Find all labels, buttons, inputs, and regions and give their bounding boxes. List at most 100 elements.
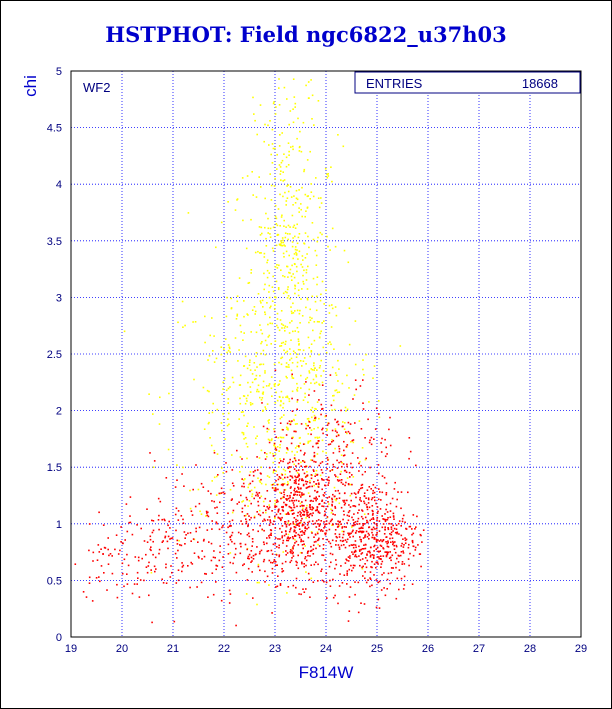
- data-point: [324, 167, 327, 170]
- data-point: [392, 515, 395, 517]
- data-point: [222, 413, 224, 415]
- data-point: [415, 526, 417, 528]
- data-point: [353, 394, 356, 396]
- data-point: [320, 529, 323, 531]
- data-point: [258, 552, 261, 555]
- x-tick-label: 19: [65, 643, 77, 655]
- data-point: [288, 420, 291, 422]
- data-point: [299, 349, 301, 351]
- data-point: [373, 538, 376, 540]
- data-point: [343, 428, 346, 430]
- data-point: [359, 559, 362, 561]
- data-point: [290, 527, 292, 529]
- data-point: [359, 536, 361, 538]
- data-point: [346, 583, 348, 585]
- data-point: [248, 364, 251, 366]
- data-point: [214, 507, 216, 509]
- data-point: [317, 100, 320, 102]
- data-point: [296, 519, 299, 522]
- data-point: [243, 515, 246, 517]
- data-point: [388, 557, 391, 559]
- data-point: [257, 384, 260, 387]
- data-point: [306, 471, 308, 473]
- data-point: [270, 387, 273, 390]
- data-point: [182, 326, 184, 328]
- data-point: [241, 511, 244, 513]
- data-point: [215, 494, 218, 496]
- data-point: [129, 521, 132, 524]
- data-point: [326, 428, 328, 430]
- data-point: [242, 564, 244, 567]
- data-point: [281, 474, 284, 476]
- data-point: [280, 342, 283, 344]
- data-point: [412, 514, 415, 516]
- plot-border: [70, 70, 582, 638]
- data-point: [225, 462, 227, 464]
- data-point: [274, 204, 277, 207]
- data-point: [252, 471, 255, 473]
- data-point: [331, 227, 334, 230]
- data-point: [414, 528, 416, 530]
- data-point: [348, 534, 350, 536]
- data-point: [357, 517, 360, 520]
- data-point: [296, 401, 299, 403]
- data-point: [331, 498, 334, 501]
- data-point: [288, 400, 291, 403]
- data-point: [308, 578, 311, 581]
- data-point: [291, 390, 294, 393]
- data-point: [304, 476, 307, 478]
- data-point: [164, 519, 166, 522]
- data-point: [370, 546, 372, 549]
- data-point: [317, 479, 319, 482]
- data-point: [262, 520, 264, 522]
- data-point: [315, 561, 317, 563]
- data-point: [176, 557, 178, 559]
- data-point: [358, 462, 360, 465]
- data-point: [310, 350, 313, 352]
- data-point: [290, 196, 293, 198]
- data-point: [263, 529, 265, 532]
- data-point: [211, 520, 213, 522]
- data-point: [318, 537, 320, 540]
- data-point: [281, 536, 283, 539]
- data-point: [230, 525, 232, 527]
- data-point: [231, 376, 234, 379]
- data-point: [291, 377, 294, 379]
- data-point: [272, 452, 274, 455]
- data-point: [401, 520, 404, 523]
- data-point: [295, 356, 298, 358]
- data-point: [320, 202, 323, 204]
- data-point: [227, 543, 230, 546]
- data-point: [366, 554, 368, 556]
- data-point: [306, 418, 309, 420]
- data-point: [92, 560, 94, 562]
- data-point: [230, 499, 233, 501]
- data-point: [298, 150, 301, 152]
- data-point: [400, 534, 403, 537]
- data-point: [338, 546, 341, 549]
- data-point: [301, 493, 303, 496]
- data-point: [307, 554, 309, 557]
- data-point: [220, 221, 223, 224]
- data-point: [383, 572, 385, 574]
- data-point: [276, 499, 278, 501]
- data-point: [381, 573, 383, 576]
- data-point: [282, 542, 284, 544]
- data-point: [227, 201, 229, 203]
- data-point: [229, 552, 232, 554]
- data-point: [337, 602, 339, 605]
- data-point: [365, 457, 367, 460]
- data-point: [270, 561, 272, 564]
- data-point: [331, 180, 333, 183]
- data-point: [120, 526, 122, 528]
- data-point: [389, 556, 392, 559]
- data-point: [298, 446, 300, 448]
- data-point: [176, 464, 178, 466]
- data-point: [269, 306, 271, 309]
- data-point: [341, 582, 344, 584]
- data-point: [313, 455, 315, 458]
- data-point: [313, 321, 316, 323]
- data-point: [292, 121, 295, 124]
- data-point: [202, 540, 205, 542]
- data-point: [231, 511, 234, 514]
